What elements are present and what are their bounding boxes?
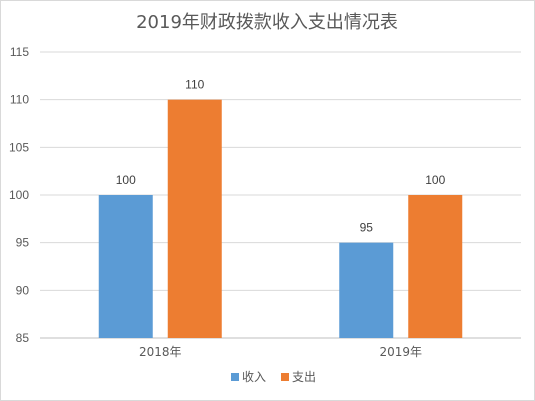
bar-2-1	[339, 242, 394, 338]
y-axis: 85 90 95 100 105 110 115	[9, 45, 29, 345]
data-label: 110	[185, 78, 204, 92]
bar-1-1	[98, 195, 153, 338]
legend-entry: 收入	[242, 370, 266, 384]
y-tick-label: 100	[9, 188, 29, 202]
x-tick-label: 2018年	[139, 345, 182, 359]
bar-2-2	[408, 195, 463, 338]
data-label: 100	[116, 173, 136, 187]
data-label: 100	[425, 173, 445, 187]
y-tick-label: 115	[10, 45, 29, 59]
legend-swatch	[231, 373, 239, 381]
y-tick-label: 90	[16, 283, 30, 297]
legend: 收入 支出	[231, 370, 316, 384]
x-axis: 2018年 2019年	[139, 345, 422, 359]
data-labels: 100 110 95 100	[116, 78, 446, 235]
legend-swatch	[281, 373, 289, 381]
bars	[98, 99, 463, 339]
y-tick-label: 85	[16, 331, 30, 345]
legend-entry: 支出	[292, 370, 316, 384]
y-tick-label: 95	[16, 236, 30, 250]
y-tick-label: 105	[9, 140, 29, 154]
bar-1-2	[167, 99, 222, 339]
y-tick-label: 110	[10, 93, 29, 107]
x-tick-label: 2019年	[379, 345, 422, 359]
chart-title: 2019年财政拨款收入支出情况表	[136, 12, 398, 33]
data-label: 95	[360, 221, 374, 235]
